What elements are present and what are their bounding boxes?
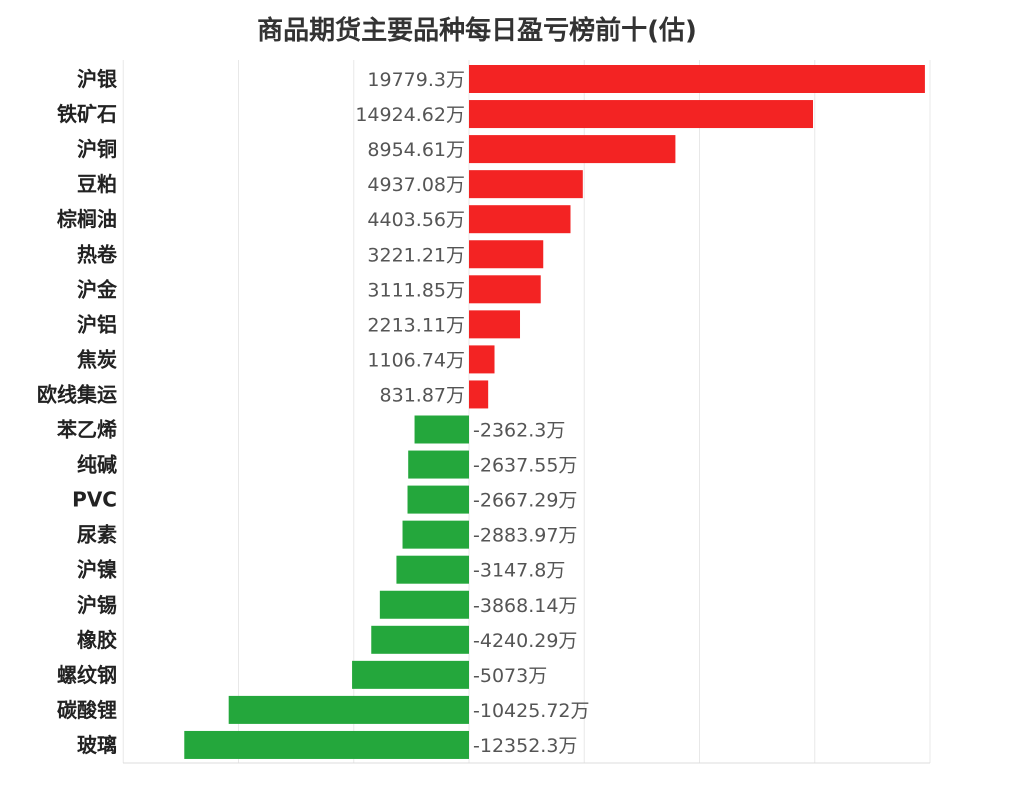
value-label: 4403.56万 <box>367 209 465 231</box>
category-label: 热卷 <box>77 242 118 266</box>
bar <box>414 415 469 444</box>
bar <box>396 555 469 584</box>
category-label: 棕榈油 <box>57 207 117 231</box>
value-label: -2637.55万 <box>473 455 577 477</box>
category-label: 沪金 <box>77 277 118 301</box>
bar <box>184 730 469 759</box>
category-label: 碳酸锂 <box>57 698 117 722</box>
bar <box>407 485 469 514</box>
bar <box>469 65 925 93</box>
value-label: -10425.72万 <box>473 700 590 722</box>
category-label: PVC <box>72 488 117 512</box>
value-label: 8954.61万 <box>367 139 465 161</box>
bar <box>469 205 571 234</box>
category-label: 欧线集运 <box>37 382 117 406</box>
value-label: -4240.29万 <box>473 630 577 652</box>
bar <box>469 310 521 339</box>
bar <box>469 170 583 199</box>
bar <box>402 520 469 549</box>
value-label: -2883.97万 <box>473 525 577 547</box>
value-label: 831.87万 <box>380 384 465 406</box>
bar <box>228 695 469 724</box>
bars <box>184 65 925 759</box>
value-label: 19779.3万 <box>367 69 465 91</box>
grid-lines <box>122 60 931 764</box>
bar <box>469 100 814 129</box>
category-label: 沪铝 <box>77 312 117 336</box>
value-label: 3111.85万 <box>367 279 465 301</box>
bar <box>469 240 544 269</box>
category-label: 尿素 <box>77 523 117 547</box>
value-label: 14924.62万 <box>355 104 465 126</box>
value-label: 3221.21万 <box>367 244 465 266</box>
category-label: 沪镍 <box>77 558 117 582</box>
value-label: -2667.29万 <box>473 490 577 512</box>
category-label: 玻璃 <box>77 733 117 757</box>
bar <box>371 625 469 654</box>
value-label: -12352.3万 <box>473 735 577 757</box>
chart-title: 商品期货主要品种每日盈亏榜前十(估) <box>257 16 697 46</box>
category-label: 铁矿石 <box>57 102 117 126</box>
category-label: 纯碱 <box>77 453 117 477</box>
bar <box>469 380 489 409</box>
bar <box>379 590 469 619</box>
value-label: 4937.08万 <box>367 174 465 196</box>
bar <box>469 135 676 164</box>
category-label: 沪锡 <box>77 593 117 617</box>
bar <box>408 450 469 479</box>
value-label: -3147.8万 <box>473 560 565 582</box>
category-label: 沪银 <box>77 67 118 91</box>
value-label: 2213.11万 <box>367 314 465 336</box>
value-label: 1106.74万 <box>367 349 465 371</box>
value-label: -2362.3万 <box>473 420 565 442</box>
category-label: 豆粕 <box>77 172 117 196</box>
bar <box>469 345 495 374</box>
category-label: 焦炭 <box>77 347 117 371</box>
value-label: -5073万 <box>473 665 547 687</box>
category-label: 苯乙烯 <box>56 418 117 442</box>
bar <box>469 275 541 304</box>
category-label: 沪铜 <box>77 137 117 161</box>
value-label: -3868.14万 <box>473 595 577 617</box>
bar <box>352 660 469 689</box>
category-label: 橡胶 <box>77 628 117 652</box>
category-label: 螺纹钢 <box>57 663 117 687</box>
